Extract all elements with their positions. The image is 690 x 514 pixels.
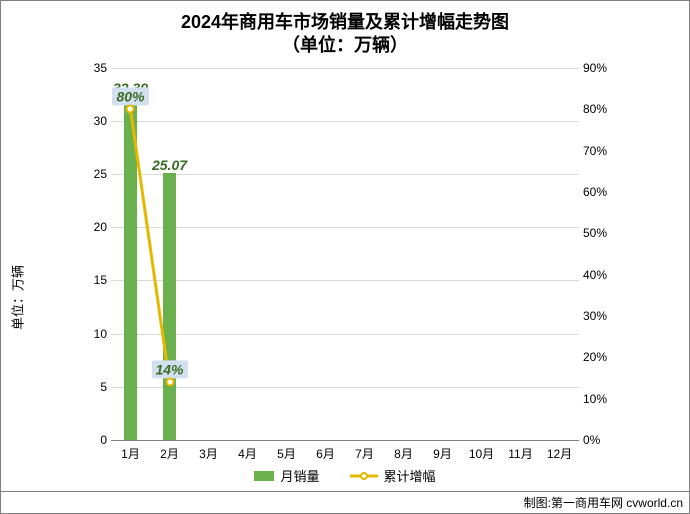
x-tick-label: 10月 bbox=[469, 445, 494, 462]
trend-line bbox=[131, 109, 170, 382]
legend: 月销量 累计增幅 bbox=[1, 466, 689, 491]
y-right-tick: 0% bbox=[579, 434, 625, 446]
chart-body: 单位：万辆 05101520253035 0%10%20%30%40%50%60… bbox=[19, 64, 671, 466]
x-tick-label: 11月 bbox=[508, 445, 532, 462]
chart-title-line1: 2024年商用车市场销量及累计增幅走势图 bbox=[1, 11, 689, 34]
y-left-tick: 35 bbox=[65, 62, 111, 74]
x-tick-label: 3月 bbox=[199, 445, 218, 462]
axis-baseline bbox=[111, 440, 579, 441]
x-tick-label: 9月 bbox=[433, 445, 452, 462]
x-tick-label: 7月 bbox=[355, 445, 374, 462]
line-point-label: 80% bbox=[112, 88, 148, 106]
credit-text: 制图:第一商用车网 cvworld.cn bbox=[524, 494, 683, 511]
y-right-tick: 70% bbox=[579, 145, 625, 157]
credit-strip: 制图:第一商用车网 cvworld.cn bbox=[1, 491, 689, 513]
y-right-tick: 90% bbox=[579, 62, 625, 74]
line-svg bbox=[111, 68, 579, 440]
plot-wrap: 05101520253035 0%10%20%30%40%50%60%70%80… bbox=[65, 68, 625, 440]
y-right-tick: 50% bbox=[579, 227, 625, 239]
y-right-tick: 40% bbox=[579, 269, 625, 281]
x-tick-label: 2月 bbox=[160, 445, 179, 462]
legend-line-swatch-icon bbox=[350, 471, 378, 481]
line-point-label: 14% bbox=[151, 360, 187, 378]
y-right-tick: 20% bbox=[579, 351, 625, 363]
y-right-tick: 60% bbox=[579, 186, 625, 198]
y-left-tick: 15 bbox=[65, 274, 111, 286]
y-left-tick: 0 bbox=[65, 434, 111, 446]
y-left-tick: 5 bbox=[65, 381, 111, 393]
legend-item-bar: 月销量 bbox=[254, 466, 319, 485]
plot-area: 32.3980%25.0714% bbox=[111, 68, 579, 440]
y-left-tick: 25 bbox=[65, 168, 111, 180]
y-left-ticks: 05101520253035 bbox=[65, 68, 111, 440]
y-left-tick: 30 bbox=[65, 115, 111, 127]
legend-line-label: 累计增幅 bbox=[384, 466, 436, 485]
legend-bar-label: 月销量 bbox=[280, 466, 319, 485]
y-left-tick: 20 bbox=[65, 221, 111, 233]
y-right-tick: 80% bbox=[579, 103, 625, 115]
line-point-marker bbox=[165, 378, 174, 387]
y-left-tick: 10 bbox=[65, 328, 111, 340]
legend-bar-swatch-icon bbox=[254, 471, 274, 481]
x-tick-label: 12月 bbox=[547, 445, 572, 462]
y-axis-label: 单位：万辆 bbox=[8, 265, 27, 330]
x-tick-label: 1月 bbox=[121, 445, 140, 462]
y-right-ticks: 0%10%20%30%40%50%60%70%80%90% bbox=[579, 68, 625, 440]
x-tick-label: 5月 bbox=[277, 445, 296, 462]
legend-item-line: 累计增幅 bbox=[350, 466, 436, 485]
y-right-tick: 10% bbox=[579, 393, 625, 405]
chart-container: 2024年商用车市场销量及累计增幅走势图 （单位：万辆） 单位：万辆 0 5 10 1… bbox=[0, 0, 690, 514]
chart-title-line2: （单位：万辆） bbox=[1, 34, 689, 57]
y-right-tick: 30% bbox=[579, 310, 625, 322]
x-tick-label: 4月 bbox=[238, 445, 257, 462]
chart-title-block: 2024年商用车市场销量及累计增幅走势图 （单位：万辆） bbox=[1, 1, 689, 64]
x-tick-label: 8月 bbox=[394, 445, 413, 462]
x-tick-label: 6月 bbox=[316, 445, 335, 462]
line-point-marker bbox=[126, 105, 135, 114]
